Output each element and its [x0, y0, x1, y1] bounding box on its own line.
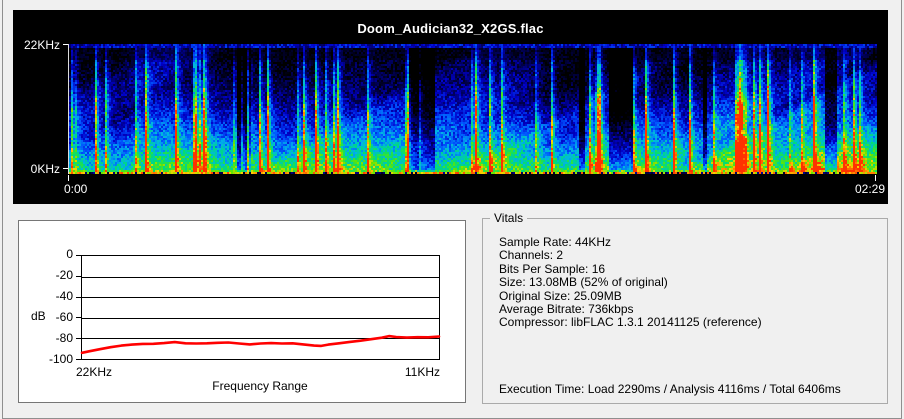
spectrogram-panel: Doom_Audician32_X2GS.flac 22KHz 0KHz 0:0…	[13, 10, 888, 204]
frequency-analysis-panel: 0 -20 -40 -60 -80 -100 dB 22KHz 11KHz Fr…	[18, 220, 466, 403]
y-tick-label: -20	[55, 268, 73, 282]
y-tick-label: 0	[66, 247, 73, 261]
gridline	[82, 297, 439, 298]
y-tick-label: -60	[55, 310, 73, 324]
spectrogram-image	[68, 44, 877, 174]
freq-axis-max-label: 22KHz	[23, 38, 60, 52]
vitals-compressor: Compressor: libFLAC 1.3.1 20141125 (refe…	[499, 315, 762, 330]
vitals-size: Size: 13.08MB (52% of original)	[499, 275, 668, 290]
y-axis-tick	[76, 297, 81, 298]
y-axis-tick	[76, 338, 81, 339]
time-end-label: 02:29	[854, 182, 885, 196]
freq-axis-tick	[63, 44, 68, 45]
y-tick-label: -100	[48, 352, 73, 366]
vitals-bitrate: Average Bitrate: 736kbps	[499, 302, 634, 317]
y-tick-label: -80	[55, 331, 73, 345]
vitals-sample-rate: Sample Rate: 44KHz	[499, 235, 612, 249]
gridline	[82, 318, 439, 319]
vitals-bits: Bits Per Sample: 16	[499, 261, 606, 276]
gridline	[82, 338, 439, 339]
y-axis-tick	[76, 359, 81, 360]
time-axis-tick	[68, 175, 69, 181]
y-tick-label: -40	[55, 289, 73, 303]
vitals-panel-title: Vitals	[490, 212, 528, 225]
execution-time-text: Execution Time: Load 2290ms / Analysis 4…	[499, 382, 841, 396]
gridline	[82, 277, 439, 278]
vitals-panel: Vitals Sample Rate: 44KHz Channels: 2 Bi…	[482, 212, 888, 404]
db-curve	[80, 334, 441, 355]
y-axis-title: dB	[31, 309, 46, 323]
db-plot-area	[76, 255, 441, 360]
vitals-original-size: Original Size: 25.09MB	[499, 288, 622, 303]
time-axis-tick	[875, 175, 876, 181]
time-start-label: 0:00	[64, 182, 88, 196]
vitals-channels: Channels: 2	[499, 248, 564, 263]
freq-axis-min-label: 0KHz	[30, 162, 60, 176]
db-curve-chart	[80, 334, 441, 355]
y-axis-tick	[76, 317, 81, 318]
vitals-list: Sample Rate: 44KHz Channels: 2 Bits Per …	[499, 235, 879, 330]
x-end-label: 11KHz	[404, 365, 440, 379]
x-axis-title: Frequency Range	[212, 379, 308, 393]
x-start-label: 22KHz	[76, 365, 113, 379]
freq-axis-tick	[63, 168, 68, 169]
y-axis-tick	[76, 255, 81, 256]
file-title: Doom_Audician32_X2GS.flac	[357, 21, 544, 36]
y-axis-tick	[76, 276, 81, 277]
